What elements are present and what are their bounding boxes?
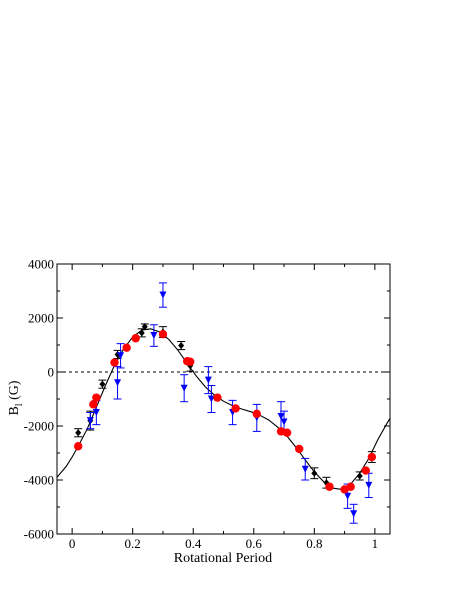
data-point bbox=[113, 366, 122, 400]
marker-triangle bbox=[86, 417, 94, 425]
data-point bbox=[213, 393, 222, 402]
data-point bbox=[361, 466, 370, 475]
x-tick-label: 0 bbox=[69, 536, 76, 551]
fit-curve bbox=[57, 328, 390, 490]
data-point bbox=[177, 340, 186, 351]
marker-diamond bbox=[356, 472, 363, 480]
data-point bbox=[364, 472, 373, 499]
data-point bbox=[349, 503, 358, 524]
y-tick-label: -2000 bbox=[24, 419, 54, 434]
marker-circle bbox=[110, 358, 119, 367]
marker-triangle bbox=[344, 492, 352, 500]
data-point bbox=[231, 404, 240, 413]
plot-frame bbox=[56, 263, 391, 535]
marker-circle bbox=[186, 357, 195, 366]
marker-triangle bbox=[365, 481, 373, 489]
data-point bbox=[131, 334, 140, 343]
marker-circle bbox=[73, 442, 83, 451]
marker-triangle bbox=[150, 332, 158, 340]
y-axis-title-main: B bbox=[7, 406, 22, 415]
data-point bbox=[158, 330, 168, 339]
marker-triangle bbox=[301, 465, 309, 473]
data-point bbox=[282, 428, 292, 437]
y-tick-label: -4000 bbox=[24, 473, 54, 488]
marker-triangle bbox=[180, 384, 188, 392]
marker-triangle bbox=[207, 395, 215, 403]
data-point bbox=[367, 452, 377, 462]
data-point bbox=[98, 379, 107, 389]
marker-triangle bbox=[204, 376, 212, 384]
marker-circle bbox=[294, 444, 304, 454]
y-tick-label: 2000 bbox=[28, 311, 54, 326]
data-point bbox=[346, 482, 355, 491]
marker-triangle bbox=[117, 352, 125, 360]
data-point bbox=[186, 357, 195, 366]
marker-diamond bbox=[75, 429, 82, 437]
data-point bbox=[73, 442, 83, 451]
marker-triangle bbox=[92, 409, 100, 416]
axes-layer: 0 0.2 0.4 0.6 0.8 1 -6000 -4000 -2000 0 2000 4000 bbox=[24, 257, 391, 551]
fit-curve-layer bbox=[57, 328, 390, 490]
y-axis-title: Bl (G) bbox=[7, 380, 25, 415]
marker-circle bbox=[282, 428, 292, 437]
data-point bbox=[310, 467, 319, 480]
marker-circle bbox=[367, 452, 377, 462]
data-point bbox=[74, 428, 83, 438]
marker-triangle bbox=[350, 510, 358, 518]
data-point bbox=[122, 343, 131, 352]
marker-circle bbox=[122, 343, 131, 352]
marker-circle bbox=[325, 482, 334, 491]
y-axis-title-unit: (G) bbox=[7, 380, 22, 403]
marker-triangle bbox=[277, 413, 285, 421]
x-tick-label: 0.6 bbox=[246, 536, 263, 551]
marker-diamond bbox=[99, 380, 106, 388]
y-tick-label: -6000 bbox=[24, 527, 54, 542]
marker-circle bbox=[231, 404, 240, 413]
marker-diamond bbox=[311, 469, 318, 477]
data-point bbox=[92, 393, 101, 402]
marker-triangle bbox=[159, 291, 167, 299]
y-axis-title-sub: l bbox=[14, 403, 25, 406]
svg-text:Bl (G): Bl (G) bbox=[7, 380, 25, 415]
data-point bbox=[325, 482, 334, 491]
marker-circle bbox=[213, 393, 222, 402]
data-point bbox=[110, 358, 119, 367]
marker-triangle bbox=[280, 418, 288, 426]
data-point bbox=[207, 385, 216, 413]
series-diamond bbox=[74, 323, 376, 489]
x-tick-label: 0.2 bbox=[125, 536, 141, 551]
data-point bbox=[149, 324, 158, 347]
marker-diamond bbox=[178, 342, 185, 350]
x-axis-title: Rotational Period bbox=[174, 551, 272, 566]
data-point bbox=[301, 457, 310, 481]
x-tick-label: 0.8 bbox=[306, 536, 322, 551]
data-point bbox=[252, 409, 261, 419]
marker-circle bbox=[346, 482, 355, 491]
data-point bbox=[89, 400, 98, 409]
marker-diamond bbox=[138, 329, 145, 337]
data-points-layer bbox=[73, 282, 377, 524]
marker-circle bbox=[361, 466, 370, 475]
x-tick-label: 0.4 bbox=[185, 536, 202, 551]
marker-circle bbox=[131, 334, 140, 343]
data-point bbox=[116, 343, 125, 369]
data-point bbox=[180, 374, 189, 403]
x-tick-label: 1 bbox=[372, 536, 379, 551]
data-point bbox=[204, 366, 213, 395]
marker-triangle bbox=[114, 379, 122, 387]
marker-circle bbox=[158, 330, 168, 339]
series-circle bbox=[73, 330, 377, 494]
data-point bbox=[86, 412, 95, 430]
data-point bbox=[140, 323, 149, 331]
data-point bbox=[294, 444, 304, 454]
marker-diamond bbox=[141, 323, 148, 331]
data-point bbox=[158, 282, 167, 308]
marker-circle bbox=[89, 400, 98, 409]
y-tick-label: 4000 bbox=[28, 257, 54, 272]
y-tick-label: 0 bbox=[48, 365, 55, 380]
marker-circle bbox=[252, 409, 261, 419]
data-point bbox=[355, 471, 364, 481]
marker-circle bbox=[92, 393, 101, 402]
